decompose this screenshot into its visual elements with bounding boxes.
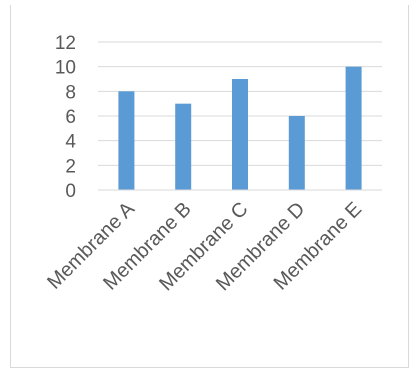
y-tick-label: 0 xyxy=(65,181,76,202)
y-axis-ticks: 0 2 4 6 8 10 12 xyxy=(55,33,77,202)
bar-membrane-c xyxy=(232,79,248,190)
bars xyxy=(118,66,362,190)
bar-membrane-e xyxy=(345,66,362,190)
y-tick-label: 6 xyxy=(65,107,76,128)
y-tick-label: 4 xyxy=(65,132,76,153)
bar-membrane-a xyxy=(118,91,135,190)
chart-frame xyxy=(10,5,409,368)
y-tick-label: 2 xyxy=(65,156,76,177)
y-tick-label: 10 xyxy=(55,58,76,79)
y-tick-label: 12 xyxy=(55,33,76,54)
bar-membrane-d xyxy=(288,116,305,190)
y-tick-label: 8 xyxy=(65,82,76,103)
bar-membrane-b xyxy=(175,103,192,190)
